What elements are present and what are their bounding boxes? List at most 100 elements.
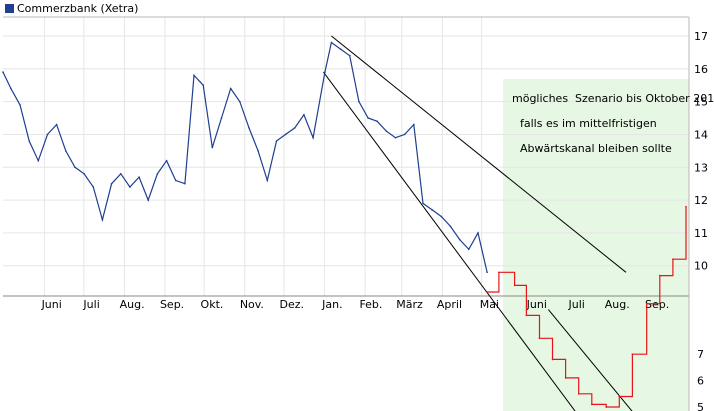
price-point xyxy=(324,71,326,73)
price-point xyxy=(83,173,85,175)
price-point xyxy=(303,113,305,116)
price-point xyxy=(220,117,223,119)
price-point xyxy=(165,159,168,162)
price-point xyxy=(55,123,58,126)
y-tick-label-lower: 7 xyxy=(697,348,704,361)
x-tick-label: Juli xyxy=(82,298,99,311)
x-tick-label: Nov. xyxy=(240,298,264,311)
price-point xyxy=(10,87,12,90)
scenario-point xyxy=(486,291,488,293)
price-point xyxy=(28,140,30,142)
legend-swatch xyxy=(5,4,14,13)
scenario-point xyxy=(525,314,528,317)
price-point xyxy=(193,74,195,77)
price-point xyxy=(385,130,388,132)
price-point xyxy=(339,48,342,50)
scenario-annotation-line: falls es im mittelfristigen xyxy=(520,117,657,130)
x-tick-label: Jan. xyxy=(321,298,342,311)
y-tick-label-lower: 5 xyxy=(697,401,704,411)
price-point xyxy=(138,176,140,178)
scenario-annotation-line: mögliches Szenario bis Oktober 2013 xyxy=(512,92,714,105)
x-tick-label-scenario: Juli xyxy=(568,298,585,311)
y-tick-label: 15 xyxy=(694,96,708,109)
scenario-point xyxy=(564,377,567,379)
price-point xyxy=(348,54,351,57)
price-point xyxy=(431,209,433,211)
y-tick-label: 11 xyxy=(694,227,708,240)
price-point xyxy=(65,150,67,152)
x-tick-label: Feb. xyxy=(359,298,382,311)
price-point xyxy=(129,186,131,188)
price-point xyxy=(257,150,259,152)
price-point xyxy=(284,133,287,136)
price-point xyxy=(266,179,269,182)
price-point xyxy=(293,127,296,129)
x-tick-label: Okt. xyxy=(201,298,224,311)
price-point xyxy=(468,248,470,251)
channel-upper-line xyxy=(331,35,627,273)
legend-label: Commerzbank (Xetra) xyxy=(17,2,138,15)
price-point xyxy=(422,202,424,205)
price-point xyxy=(2,71,4,73)
scenario-series-line xyxy=(487,206,687,408)
channel-scenario-line xyxy=(547,309,633,411)
price-point xyxy=(174,179,177,182)
price-point xyxy=(101,218,104,221)
x-tick-label: Juni xyxy=(41,298,62,311)
y-tick-label-lower: 6 xyxy=(697,375,704,388)
price-point xyxy=(46,133,49,136)
price-point xyxy=(440,215,443,218)
scenario-annotation-line: Abwärtskanal bleiben sollte xyxy=(520,142,672,155)
y-tick-label: 14 xyxy=(694,128,708,141)
y-tick-label: 12 xyxy=(694,194,708,207)
price-point xyxy=(248,127,250,129)
x-tick-label: März xyxy=(396,298,423,311)
x-tick-label-scenario: Juni xyxy=(526,298,547,311)
scenario-point xyxy=(672,258,674,260)
price-point xyxy=(367,117,369,119)
scenario-point xyxy=(577,393,580,395)
price-point xyxy=(403,133,406,136)
scenario-point xyxy=(498,271,500,274)
x-tick-label-scenario: Aug. xyxy=(605,298,630,311)
price-point xyxy=(156,173,159,175)
scenario-point xyxy=(538,337,541,340)
scenario-point xyxy=(618,395,621,398)
scenario-point xyxy=(645,302,648,305)
x-tick-label: Sep. xyxy=(160,298,184,311)
price-point xyxy=(449,225,452,228)
price-point xyxy=(92,186,95,188)
price-point xyxy=(74,166,76,169)
price-point xyxy=(358,100,360,103)
x-tick-label: April xyxy=(437,298,462,311)
price-point xyxy=(37,159,40,162)
scenario-point xyxy=(590,403,593,406)
price-point xyxy=(19,104,21,106)
price-point xyxy=(119,173,122,175)
x-tick-label: Mai xyxy=(480,298,499,311)
price-point xyxy=(184,182,186,185)
price-point xyxy=(413,123,415,126)
scenario-point xyxy=(605,406,607,408)
scenario-point xyxy=(631,353,634,355)
price-point xyxy=(394,136,397,139)
price-point xyxy=(211,146,214,149)
y-tick-label: 10 xyxy=(694,260,708,273)
price-point xyxy=(147,199,150,201)
channel-lower-line xyxy=(323,71,576,411)
price-series-line xyxy=(2,41,488,273)
y-tick-label: 13 xyxy=(694,161,708,174)
price-point xyxy=(312,136,314,139)
price-point xyxy=(458,238,461,241)
price-point xyxy=(275,140,278,142)
price-point xyxy=(477,232,479,234)
scenario-point xyxy=(513,284,516,287)
y-tick-label: 16 xyxy=(694,63,708,76)
x-tick-label: Dez. xyxy=(280,298,305,311)
price-point xyxy=(239,100,241,103)
price-point xyxy=(202,84,204,87)
price-point xyxy=(376,120,379,123)
price-point xyxy=(110,182,113,185)
x-tick-label: Aug. xyxy=(120,298,145,311)
